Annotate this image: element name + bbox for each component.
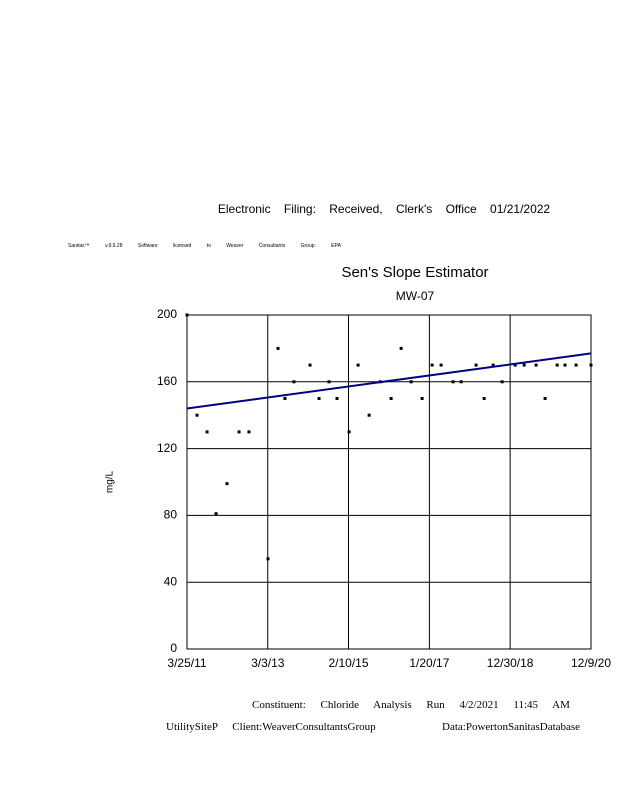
data-point: [420, 397, 424, 400]
data-point: [430, 363, 434, 367]
data-point: [335, 397, 339, 400]
x-tick-label: 3/25/11: [167, 656, 206, 670]
data-point: [237, 430, 241, 434]
x-tick-label: 1/20/17: [409, 656, 449, 670]
data-point: [195, 413, 199, 417]
data-point: [185, 313, 189, 317]
data-point: [439, 363, 443, 367]
x-tick-label: 12/30/18: [487, 656, 534, 670]
data-point: [247, 430, 251, 434]
data-point: [589, 363, 593, 367]
x-tick-label: 2/10/15: [328, 656, 368, 670]
y-tick-label: 40: [164, 574, 178, 588]
data-point: [292, 380, 296, 384]
data-point: [500, 380, 504, 384]
y-tick-label: 200: [157, 307, 177, 321]
data-point: [356, 363, 360, 367]
x-tick-label: 3/3/13: [251, 656, 285, 670]
chart-title: Sen's Slope Estimator: [341, 264, 488, 281]
data-point: [308, 363, 312, 367]
data-point: [563, 363, 567, 367]
data-point: [205, 430, 209, 434]
license-note: Sanitas™ v.9.6.28 Software licensed to W…: [68, 243, 341, 249]
chart: Sen's Slope Estimator MW-07 mg/L 0 40 80 12…: [105, 264, 612, 670]
data-point: [367, 413, 371, 417]
filing-stamp: Electronic Filing: Received, Clerk's Off…: [217, 202, 551, 216]
data-point: [276, 346, 280, 350]
footer-constituent: Constituent: Chloride Analysis Run 4/2/2…: [252, 699, 570, 711]
data-point: [534, 363, 538, 367]
data-point: [317, 397, 321, 400]
data-point: [491, 363, 495, 367]
trend-line: [186, 352, 592, 410]
footer-data: Data:PowertonSanitasDatabase: [442, 721, 581, 733]
data-point: [574, 363, 578, 367]
data-point: [347, 430, 351, 434]
y-axis-label: mg/L: [105, 470, 116, 493]
data-point: [409, 380, 413, 384]
chart-subtitle: MW-07: [396, 289, 435, 303]
data-point: [459, 380, 463, 384]
data-point: [266, 557, 270, 561]
y-tick-label: 80: [164, 508, 178, 522]
data-point: [327, 380, 331, 384]
data-point: [214, 512, 218, 516]
y-tick-label: 160: [157, 374, 177, 388]
data-point: [482, 397, 486, 400]
y-tick-label: 120: [157, 441, 177, 455]
footer-site: UtilitySiteP Client:WeaverConsultantsGro…: [166, 721, 376, 733]
data-point: [283, 397, 287, 400]
data-point: [513, 363, 517, 367]
x-tick-label: 12/9/20: [571, 656, 611, 670]
data-point: [543, 397, 547, 400]
data-point: [522, 363, 526, 367]
data-point: [474, 363, 478, 367]
plot-frame: [186, 314, 592, 650]
data-point: [399, 346, 403, 350]
y-tick-label: 0: [170, 641, 177, 655]
data-point: [555, 363, 559, 367]
data-point: [451, 380, 455, 384]
data-point: [225, 482, 229, 486]
data-point: [389, 397, 393, 400]
